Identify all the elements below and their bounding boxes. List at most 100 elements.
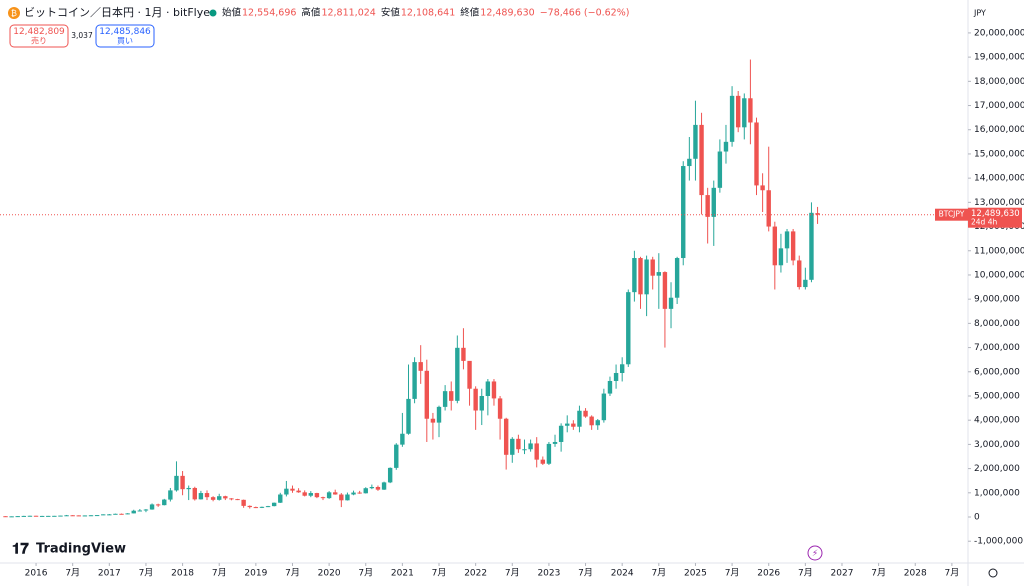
y-tick-label: 8,000,000 [974, 319, 1020, 329]
candle-body [400, 433, 405, 445]
currency-button[interactable] [970, 4, 1020, 22]
candle-body [308, 493, 313, 496]
x-tick-label: 2026 [757, 569, 780, 579]
y-tick-label: 20,000,000 [974, 28, 1024, 38]
x-tick-label: 7月 [139, 568, 154, 579]
sell-label[interactable]: 売り [31, 36, 47, 46]
candle-body [149, 504, 155, 510]
y-tick-label: 6,000,000 [974, 367, 1020, 377]
candle-body [467, 360, 472, 389]
candle-body [278, 494, 283, 503]
candle-body [546, 443, 552, 464]
candle-body [778, 248, 784, 266]
candle-body [204, 493, 210, 498]
candle-body [589, 416, 594, 426]
candle-body [235, 499, 240, 501]
events-icon[interactable] [807, 545, 823, 561]
candle-body [790, 231, 796, 261]
candle-body [455, 347, 460, 401]
x-tick-label: 2020 [318, 569, 341, 579]
candle-body [101, 514, 106, 516]
candle-body [217, 496, 222, 500]
candle-body [229, 498, 234, 500]
y-tick-label: 13,000,000 [974, 198, 1024, 208]
candle-body [345, 494, 350, 501]
candle-body [638, 258, 643, 295]
x-tick-label: 2018 [171, 569, 194, 579]
settings-icon[interactable] [988, 568, 998, 578]
status-dot [209, 9, 217, 17]
y-tick-label: -1,000,000 [974, 537, 1023, 547]
buy-price[interactable]: 12,485,846 [99, 27, 151, 37]
sell-button[interactable] [9, 24, 69, 48]
candle-body [424, 370, 430, 419]
candle-body [113, 513, 118, 515]
candle-body [528, 443, 533, 450]
candle-body [601, 393, 607, 421]
candle-body [516, 438, 521, 450]
x-tick-label: 2025 [684, 569, 707, 579]
candle-body [711, 187, 716, 217]
x-tick-label: 2028 [904, 569, 927, 579]
brand-logo: 𝟏𝟕 [12, 540, 29, 558]
x-tick-label: 7月 [725, 568, 740, 579]
candle-body [259, 506, 265, 508]
candle-body [760, 185, 765, 191]
candle-body [784, 231, 790, 249]
candle-body [748, 98, 753, 123]
candle-body [210, 497, 216, 500]
candle-body [39, 515, 45, 517]
currency[interactable]: JPY [973, 9, 986, 18]
candle-body [70, 515, 75, 517]
candle-body [632, 258, 637, 293]
coin-icon [8, 7, 20, 19]
y-tick-label: 10,000,000 [974, 270, 1024, 280]
candle-body [387, 467, 393, 483]
candle-body [656, 272, 662, 276]
candle-body [461, 347, 466, 361]
candle-body [381, 482, 387, 490]
y-tick-label: 2,000,000 [974, 464, 1020, 474]
buy-label[interactable]: 買い [117, 37, 133, 46]
candle-body [223, 496, 228, 499]
candle-body [571, 423, 576, 427]
candle-body [674, 258, 680, 298]
candle-body [766, 190, 771, 227]
y-tick-label: 11,000,000 [974, 246, 1024, 256]
candle-body [253, 507, 259, 509]
x-tick-label: 7月 [798, 568, 813, 579]
plot [3, 59, 820, 518]
candle-body [180, 475, 185, 490]
candle-body [168, 490, 173, 500]
candle-body [265, 506, 271, 508]
candle-body [192, 487, 197, 500]
candle-body [15, 516, 20, 518]
y-tick-label: 9,000,000 [974, 295, 1020, 305]
y-tick-label: 18,000,000 [974, 77, 1024, 87]
spread: 3,037 [71, 31, 93, 40]
candle-body [497, 398, 503, 419]
candle-body [82, 515, 88, 517]
x-tick-label: 2022 [464, 569, 487, 579]
buy-button[interactable] [95, 24, 155, 48]
candle-body [693, 124, 698, 159]
y-tick-label: 7,000,000 [974, 343, 1020, 353]
candle-body [735, 95, 741, 128]
x-tick-label: 2024 [611, 569, 634, 579]
events-glyph[interactable]: ⚡ [812, 549, 818, 559]
x-tick-label: 7月 [432, 568, 447, 579]
sell-price[interactable]: 12,482,809 [13, 27, 65, 37]
x-tick-label: 2017 [98, 569, 121, 579]
candle-body [198, 493, 204, 500]
candle-body [595, 420, 600, 426]
y-tick-label: 17,000,000 [974, 101, 1024, 111]
candle-body [681, 166, 686, 259]
candle-body [357, 492, 362, 494]
y-tick-label: 1,000,000 [974, 488, 1020, 498]
symbol-tag [935, 208, 968, 221]
candle-body [534, 443, 539, 460]
y-tick-label: 0 [974, 513, 980, 523]
candle-body [650, 259, 655, 276]
candle-body [607, 380, 613, 394]
